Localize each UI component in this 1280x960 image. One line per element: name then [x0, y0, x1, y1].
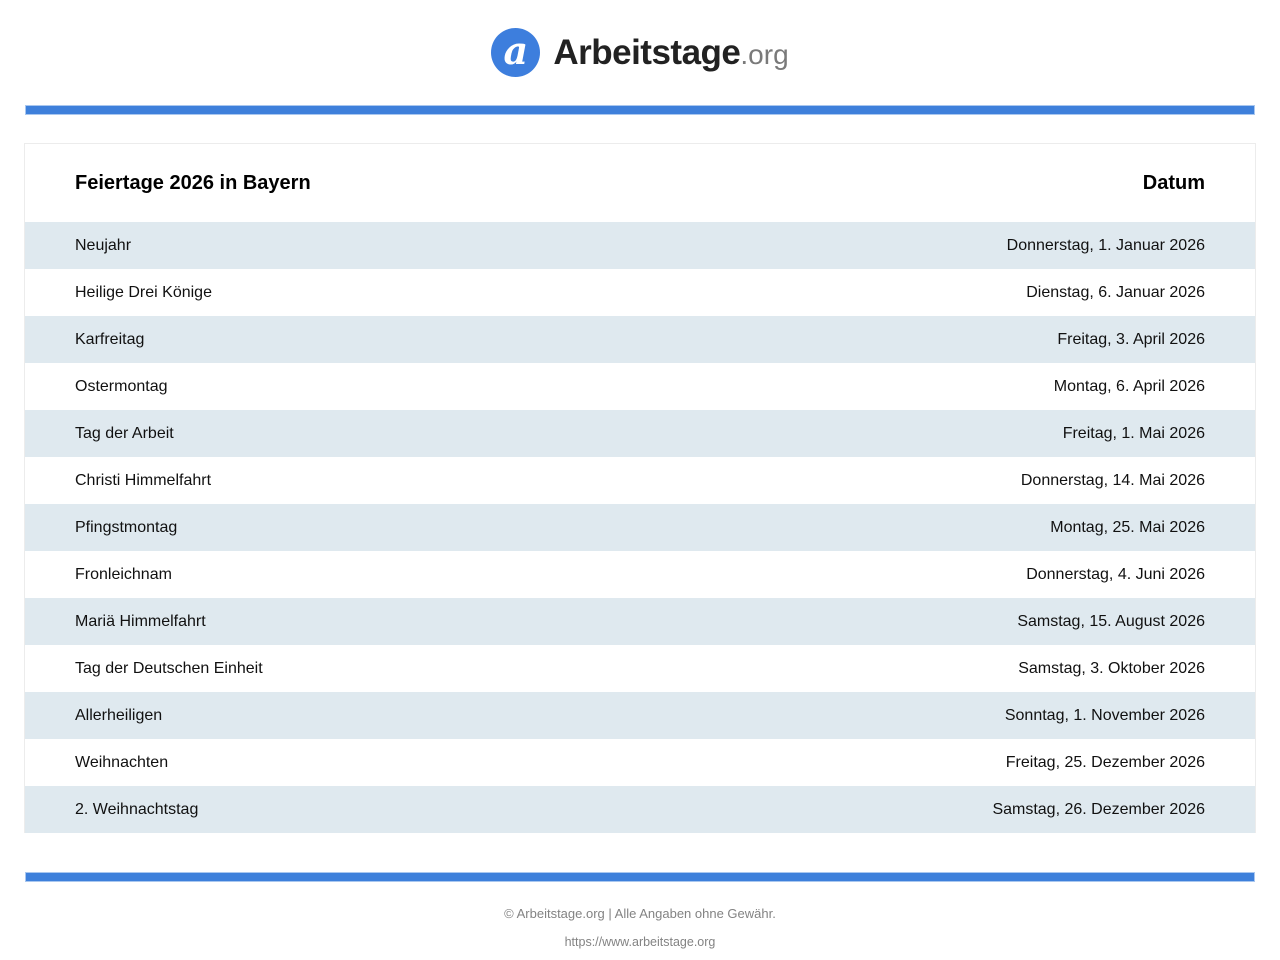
table-row: Heilige Drei Könige Dienstag, 6. Januar … — [25, 269, 1255, 316]
holiday-name: Fronleichnam — [75, 565, 172, 583]
holiday-name: Mariä Himmelfahrt — [75, 612, 206, 630]
holiday-date: Dienstag, 6. Januar 2026 — [1026, 283, 1205, 301]
holiday-name: Karfreitag — [75, 330, 145, 348]
brand-tld: .org — [740, 38, 789, 70]
copyright-notice: © Arbeitstage.org | Alle Angaben ohne Ge… — [504, 906, 776, 921]
bottom-divider-bar — [25, 872, 1255, 882]
table-row: Tag der Arbeit Freitag, 1. Mai 2026 — [25, 410, 1255, 457]
holiday-name: Ostermontag — [75, 377, 168, 395]
holiday-date: Sonntag, 1. November 2026 — [1004, 706, 1205, 724]
table-row: Fronleichnam Donnerstag, 4. Juni 2026 — [25, 551, 1255, 598]
table-row: Tag der Deutschen Einheit Samstag, 3. Ok… — [25, 645, 1255, 692]
table-row: Mariä Himmelfahrt Samstag, 15. August 20… — [25, 598, 1255, 645]
holiday-name: Tag der Deutschen Einheit — [75, 659, 263, 677]
page-title: Feiertage 2026 in Bayern — [75, 171, 311, 194]
table-row: 2. Weihnachtstag Samstag, 26. Dezember 2… — [25, 786, 1255, 833]
logo-letter: a — [503, 27, 529, 73]
brand-name: Arbeitstage — [553, 32, 741, 72]
holiday-name: Tag der Arbeit — [75, 424, 174, 442]
site-url-link[interactable]: https://www.arbeitstage.org — [564, 935, 716, 949]
site-header: a Arbeitstage .org — [0, 0, 1280, 105]
top-divider-bar — [25, 105, 1255, 115]
holiday-name: Heilige Drei Könige — [75, 283, 212, 301]
holiday-date: Samstag, 15. August 2026 — [1017, 612, 1205, 630]
table-row: Christi Himmelfahrt Donnerstag, 14. Mai … — [25, 457, 1255, 504]
holiday-date: Montag, 25. Mai 2026 — [1050, 518, 1205, 536]
holiday-name: Weihnachten — [75, 753, 169, 771]
holiday-date: Freitag, 1. Mai 2026 — [1062, 424, 1205, 442]
table-row: Allerheiligen Sonntag, 1. November 2026 — [25, 692, 1255, 739]
holiday-name: Allerheiligen — [75, 706, 163, 724]
table-body: Neujahr Donnerstag, 1. Januar 2026 Heili… — [25, 222, 1255, 833]
holiday-date: Donnerstag, 4. Juni 2026 — [1026, 565, 1205, 583]
holiday-name: Pfingstmontag — [75, 518, 178, 536]
holiday-date: Samstag, 3. Oktober 2026 — [1018, 659, 1205, 677]
table-row: Karfreitag Freitag, 3. April 2026 — [25, 316, 1255, 363]
holiday-date: Freitag, 3. April 2026 — [1057, 330, 1205, 348]
table-header: Feiertage 2026 in Bayern Datum — [25, 144, 1255, 222]
holiday-date: Donnerstag, 1. Januar 2026 — [1006, 236, 1205, 254]
logo-circle-a-icon: a — [491, 27, 541, 77]
date-column-header: Datum — [1142, 171, 1205, 194]
table-row: Pfingstmontag Montag, 25. Mai 2026 — [25, 504, 1255, 551]
table-row: Ostermontag Montag, 6. April 2026 — [25, 363, 1255, 410]
holiday-date: Montag, 6. April 2026 — [1053, 377, 1205, 395]
holiday-date: Samstag, 26. Dezember 2026 — [992, 800, 1205, 818]
page-footer: © Arbeitstage.org | Alle Angaben ohne Ge… — [0, 906, 1280, 949]
table-row: Neujahr Donnerstag, 1. Januar 2026 — [25, 222, 1255, 269]
holiday-name: Christi Himmelfahrt — [75, 471, 212, 489]
holiday-name: Neujahr — [75, 236, 132, 254]
brand-wordmark: Arbeitstage .org — [553, 33, 788, 73]
holiday-name: 2. Weihnachtstag — [75, 800, 199, 818]
holiday-date: Freitag, 25. Dezember 2026 — [1005, 753, 1205, 771]
holidays-table: Feiertage 2026 in Bayern Datum Neujahr D… — [24, 143, 1256, 833]
table-row: Weihnachten Freitag, 25. Dezember 2026 — [25, 739, 1255, 786]
site-logo[interactable]: a Arbeitstage .org — [491, 27, 789, 77]
holiday-date: Donnerstag, 14. Mai 2026 — [1020, 471, 1205, 489]
